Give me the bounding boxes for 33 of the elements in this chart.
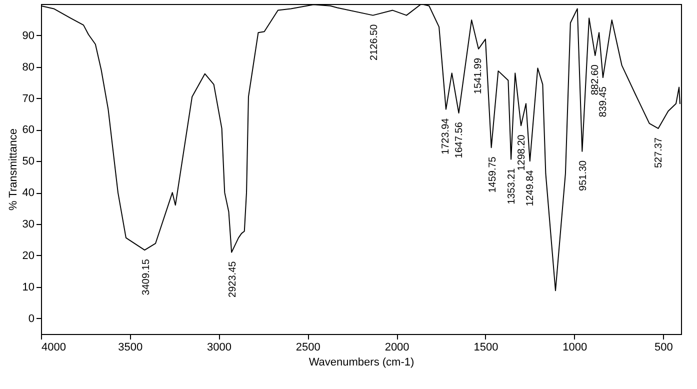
annotation: 3409.15 [141,258,152,296]
y-tick-label: 70 [22,92,34,105]
y-tick-label: 90 [22,30,34,42]
annotation: 1541.99 [472,58,484,94]
annotation: 1647.56 [454,122,466,158]
x-tick-label: 2000 [384,342,410,354]
y-tick-label: 10 [22,281,34,294]
y-tick-label: 40 [22,187,34,200]
y-tick-label: 60 [22,124,34,136]
annotation: 2923.45 [227,260,238,298]
x-tick-label: 3500 [118,342,143,354]
annotation: 839.45 [598,86,609,118]
annotation: 1723.94 [440,118,452,154]
y-tick-label: 50 [22,156,34,168]
annotation: 1298.20 [516,134,528,171]
y-tick-label: 0 [28,312,34,325]
x-tick-label: 3000 [207,342,232,354]
x-tick-label: 1000 [562,342,588,354]
annotation: 527.37 [653,137,664,168]
annotation: 951.30 [578,160,589,191]
y-tick-label: 30 [22,218,34,230]
y-tick-label: 80 [22,61,34,74]
y-axis-title: % Transmittance [7,128,20,210]
y-tick-label: 20 [22,250,34,262]
annotation: 1353.21 [506,168,518,204]
x-tick-label: 2500 [296,342,320,354]
annotation: 2126.50 [369,24,380,60]
annotation: 1459.75 [488,156,499,193]
x-axis-title: Wavenumbers (cm-1) [308,356,414,368]
x-tick-label: 500 [654,342,673,354]
x-tick-label: 4000 [42,342,66,354]
annotation: 1249.84 [524,170,536,206]
x-tick-label: 1500 [474,342,498,354]
